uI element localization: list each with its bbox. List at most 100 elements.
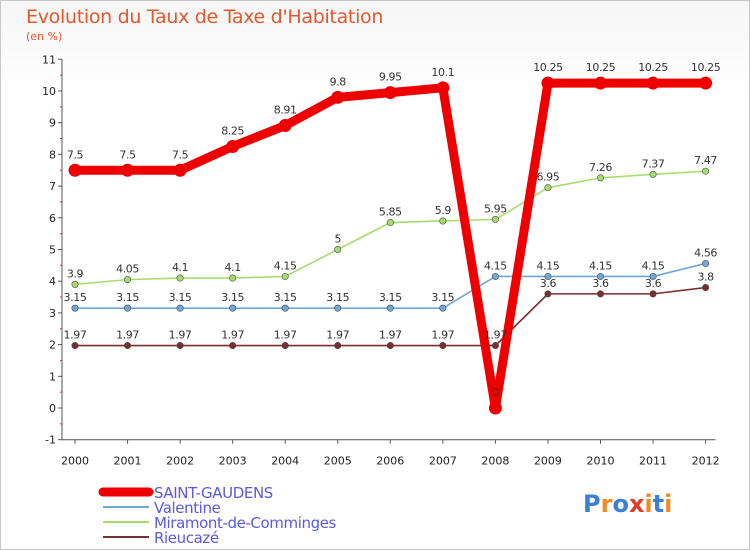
y-tick-label: 8 [49, 148, 56, 161]
data-point [281, 304, 289, 312]
x-tick-label: 2005 [324, 455, 352, 468]
data-label: 9.95 [379, 71, 402, 84]
logo-letter: P [583, 490, 601, 518]
data-label: 1.97 [169, 329, 192, 342]
data-point [702, 167, 710, 175]
axes: -1 0 1 2 3 4 5 6 7 8 9 10 11 2000 2001 2002 2003 2004 2005… [42, 53, 720, 467]
legend-label: SAINT-GAUDENS [154, 484, 273, 502]
data-point [334, 304, 342, 312]
data-label: 10.25 [533, 61, 563, 74]
x-tick-label: 2000 [61, 455, 89, 468]
data-label: 4.56 [694, 246, 717, 259]
data-label: 4.1 [225, 261, 241, 274]
data-label: 1.97 [431, 329, 454, 342]
data-point [331, 90, 345, 104]
data-label: 3.15 [431, 291, 454, 304]
y-tick-label: 1 [49, 370, 56, 383]
data-point [176, 274, 184, 282]
data-point [544, 184, 552, 192]
data-point [649, 170, 657, 178]
data-label: 3.9 [67, 267, 84, 280]
data-point [491, 342, 499, 350]
y-tick-label: 9 [49, 117, 56, 130]
data-label: 3.15 [221, 291, 244, 304]
data-label: 7.5 [67, 148, 84, 161]
data-label: 3.15 [274, 291, 297, 304]
data-point [124, 276, 132, 284]
data-label: 1.97 [484, 329, 507, 342]
data-label: 8.25 [221, 124, 244, 137]
chart-subtitle: (en %) [26, 30, 63, 43]
data-point [71, 304, 79, 312]
data-label: 9.8 [330, 75, 347, 88]
data-point [226, 139, 240, 153]
data-point [68, 163, 82, 177]
data-label: 3.6 [540, 277, 557, 290]
series-line-saint-gaudens [70, 78, 711, 413]
data-point [596, 174, 604, 182]
data-point [646, 76, 660, 90]
logo-letter: x [628, 490, 645, 518]
data-label: 4.15 [274, 259, 297, 272]
data-point [488, 401, 502, 415]
data-label: 1.97 [221, 329, 244, 342]
data-label: 10.25 [638, 61, 668, 74]
data-point [491, 215, 499, 223]
data-label: 4.15 [484, 259, 507, 272]
x-tick-label: 2001 [114, 455, 142, 468]
logo-letter: i [664, 490, 673, 518]
data-point [173, 163, 187, 177]
x-tick-label: 2008 [481, 455, 509, 468]
data-point [436, 81, 450, 95]
data-label: 8.91 [274, 104, 297, 117]
data-point [71, 342, 79, 350]
data-label: 3.15 [379, 291, 402, 304]
data-point [281, 272, 289, 280]
data-label: 7.26 [589, 161, 612, 174]
data-label: 1.97 [116, 329, 139, 342]
y-tick-label: 4 [49, 275, 56, 288]
data-label: 0 [492, 386, 499, 399]
data-point [596, 272, 604, 280]
data-label: 4.15 [642, 259, 665, 272]
data-point [439, 217, 447, 225]
logo-letter: o [612, 490, 629, 518]
data-point [544, 290, 552, 298]
data-label: 5 [334, 233, 341, 246]
data-label: 1.97 [274, 329, 297, 342]
data-label: 1.97 [64, 329, 87, 342]
data-label: 3.15 [326, 291, 349, 304]
data-point [229, 304, 237, 312]
data-label: 10.1 [431, 66, 454, 79]
legend-label: Rieucazé [154, 529, 219, 547]
data-label: 10.25 [586, 61, 616, 74]
x-tick-label: 2010 [587, 455, 615, 468]
data-label: 7.5 [172, 148, 189, 161]
data-point [334, 246, 342, 254]
data-point [229, 342, 237, 350]
data-point [121, 163, 135, 177]
data-label: 10.25 [691, 61, 721, 74]
data-label: 4.05 [116, 263, 139, 276]
logo-letter: i [644, 490, 653, 518]
data-label: 3.8 [697, 271, 714, 284]
data-labels: 7.5 7.5 7.5 8.25 8.91 9.8 9.95 10.1 0 10.25 10.25 1… [64, 61, 722, 399]
x-tick-label: 2002 [166, 455, 194, 468]
y-tick-label: 2 [49, 339, 56, 352]
data-point [281, 342, 289, 350]
data-label: 3.6 [645, 277, 662, 290]
data-label: 5.9 [435, 204, 452, 217]
data-point [439, 304, 447, 312]
y-tick-label: 10 [42, 85, 56, 98]
data-point [124, 342, 132, 350]
y-tick-label: 11 [42, 53, 56, 66]
data-point [386, 342, 394, 350]
data-point [386, 304, 394, 312]
data-point [71, 280, 79, 288]
data-label: 7.5 [119, 148, 136, 161]
data-point [702, 259, 710, 267]
logo-letter: t [652, 490, 665, 518]
data-label: 3.15 [116, 291, 139, 304]
legend-label: Valentine [154, 499, 221, 517]
